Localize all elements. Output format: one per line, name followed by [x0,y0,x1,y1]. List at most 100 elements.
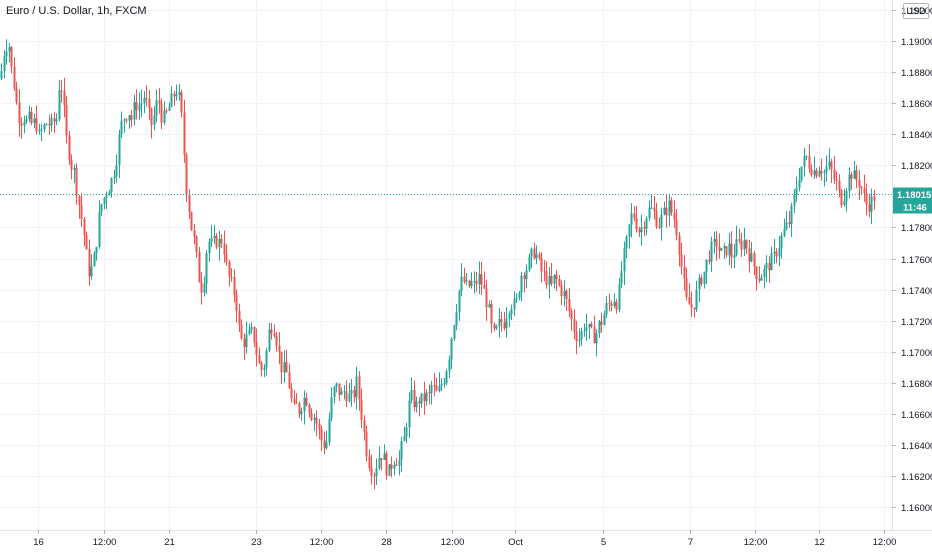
candle-body [385,453,388,476]
candle-body [870,196,873,212]
candle-body [108,191,111,196]
candle-body [633,213,636,219]
candle-body [350,390,353,394]
candle-body [145,98,148,100]
candle-body [860,187,863,189]
candle-body [163,110,166,123]
candle-body [213,236,216,238]
candle-body [830,161,833,170]
candle-body [653,207,656,212]
candle-body [840,190,843,206]
candle-body [855,170,858,181]
candle-body [550,275,553,284]
candle-body [290,388,293,399]
candle-body [478,274,481,285]
candle-body [328,418,331,443]
candle-body [740,240,743,250]
candle-body [645,218,648,229]
y-tick-label: 1.19000 [901,37,932,48]
candle-body [105,195,108,198]
x-tick-label: Oct [508,537,523,548]
candle-body [353,390,356,398]
candle-body [355,376,358,398]
chart-title: Euro / U.S. Dollar, 1h, FXCM [6,5,147,17]
candle-body [88,249,91,277]
candle-body [0,71,3,79]
y-tick-label: 1.17400 [901,286,932,297]
candle-body [500,319,503,323]
candle-body [655,211,658,228]
price-axis[interactable]: 1.19200 1.19000 1.18800 1.18600 1.18400 1.182… [892,0,932,530]
candle-body [755,266,758,280]
candle-body [35,118,38,132]
candle-body [285,362,288,373]
candle-body [268,329,271,351]
candle-body [778,247,781,257]
candle-body [330,397,333,419]
candle-body [448,359,451,372]
candle-body [205,253,208,284]
x-tick-label: 12:00 [744,537,768,548]
candle-body [280,351,283,373]
candle-body [408,400,411,428]
candle-body [20,123,23,126]
candle-body [153,115,156,125]
candle-body [795,188,798,195]
candle-body [743,240,746,250]
candle-body [400,441,403,460]
candle-body [470,281,473,286]
candle-body [435,385,438,391]
candle-body [65,105,68,136]
candle-body [538,254,541,258]
candle-body [725,246,728,256]
candle-body [715,239,718,247]
candle-body [255,342,258,356]
candle-body [510,308,513,315]
candle-body [640,227,643,233]
candle-body [590,324,593,327]
candle-body [125,119,128,121]
candle-body [615,301,618,310]
y-tick-label: 1.18600 [901,99,932,110]
candle-body [265,350,268,368]
currency-badge[interactable]: USD [903,3,929,19]
candle-body [768,263,771,271]
countdown-badge [893,200,932,214]
candle-body [635,218,638,230]
candle-body [155,100,158,116]
y-tick-label: 1.18200 [901,161,932,172]
candle-body [848,174,851,192]
candle-body [660,214,663,228]
candle-body [810,168,813,175]
candle-body [358,376,361,400]
x-tick-label: 7 [688,537,693,548]
candle-body [178,92,181,95]
candle-body [465,280,468,282]
candle-body [305,397,308,406]
candle-body [198,252,201,283]
candle-body [785,222,788,229]
candle-body [790,205,793,225]
candle-body [605,303,608,315]
candle-body [468,280,471,286]
candle-body [115,165,118,177]
candle-body [260,363,263,370]
time-axis[interactable]: 16 12:00 21 23 12:00 28 12:00 Oct 5 7 12:00 12 12:00 [0,530,932,548]
candle-body [750,253,753,262]
candle-body [393,464,396,469]
candle-body [608,303,611,305]
candle-body [535,254,538,259]
candle-body [775,251,778,257]
candle-body [175,94,178,97]
y-tick-label: 1.17600 [901,255,932,266]
candle-body [453,325,456,339]
candle-body [490,304,493,324]
y-tick-label: 1.16800 [901,379,932,390]
candle-body [838,180,841,191]
candle-body [258,355,261,364]
candle-body [95,246,98,254]
candle-body [63,90,66,106]
candle-body [423,393,426,402]
